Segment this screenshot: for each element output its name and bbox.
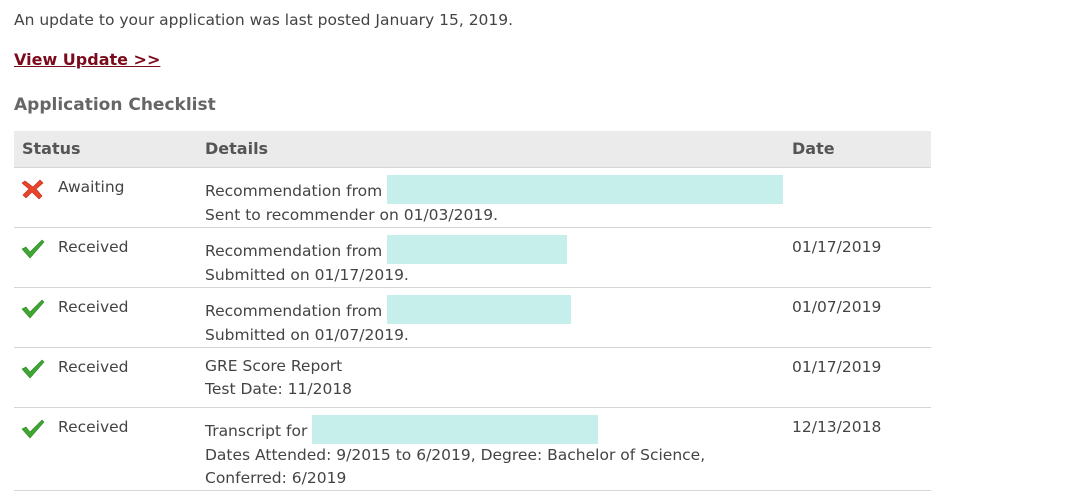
table-row: Awaiting Recommendation from Sent to rec… [14, 168, 931, 228]
row-date: 01/17/2019 [792, 358, 882, 376]
redacted-name-block [312, 415, 599, 444]
detail-text: GRE Score Report [205, 357, 343, 375]
detail-subtext: Submitted on 01/17/2019. [205, 266, 409, 284]
table-header: Status Details Date [14, 131, 931, 168]
detail-text: Transcript for [205, 422, 308, 440]
row-details: Transcript for Dates Attended: 9/2015 to… [205, 415, 765, 490]
table-row: Received GRE Score Report Test Date: 11/… [14, 348, 931, 408]
x-mark-icon [21, 178, 45, 200]
detail-text: Recommendation from [205, 182, 383, 200]
row-date: 01/17/2019 [792, 238, 882, 256]
detail-text: Recommendation from [205, 242, 383, 260]
column-header-status: Status [22, 139, 81, 158]
checklist-title: Application Checklist [14, 95, 216, 115]
table-row: Received Recommendation from Submitted o… [14, 228, 931, 288]
row-details: Recommendation from Submitted on 01/07/2… [205, 295, 765, 347]
view-update-link[interactable]: View Update >> [14, 50, 161, 69]
redacted-name-block [387, 295, 572, 324]
detail-subtext-2: Conferred: 6/2019 [205, 469, 347, 487]
detail-subtext: Dates Attended: 9/2015 to 6/2019, Degree… [205, 446, 706, 464]
detail-text: Recommendation from [205, 302, 383, 320]
row-date: 12/13/2018 [792, 418, 882, 436]
column-header-details: Details [205, 139, 269, 158]
status-label: Received [58, 238, 129, 256]
status-label: Awaiting [58, 178, 125, 196]
row-details: GRE Score Report Test Date: 11/2018 [205, 355, 765, 401]
status-label: Received [58, 418, 129, 436]
row-details: Recommendation from Sent to recommender … [205, 175, 784, 227]
redacted-name-block [387, 235, 568, 264]
row-date: 01/07/2019 [792, 298, 882, 316]
checkmark-icon [21, 238, 45, 260]
detail-subtext: Test Date: 11/2018 [205, 380, 353, 398]
checkmark-icon [21, 358, 45, 380]
detail-subtext: Sent to recommender on 01/03/2019. [205, 206, 498, 224]
status-label: Received [58, 298, 129, 316]
redacted-name-block [387, 175, 784, 204]
column-header-date: Date [792, 139, 835, 158]
application-checklist-table: Status Details Date Awaiting Recommendat… [14, 131, 931, 491]
checkmark-icon [21, 418, 45, 440]
status-label: Received [58, 358, 129, 376]
table-row: Received Transcript for Dates Attended: … [14, 408, 931, 491]
checkmark-icon [21, 298, 45, 320]
table-row: Received Recommendation from Submitted o… [14, 288, 931, 348]
detail-subtext: Submitted on 01/07/2019. [205, 326, 409, 344]
row-details: Recommendation from Submitted on 01/17/2… [205, 235, 765, 287]
update-notice: An update to your application was last p… [14, 11, 514, 29]
